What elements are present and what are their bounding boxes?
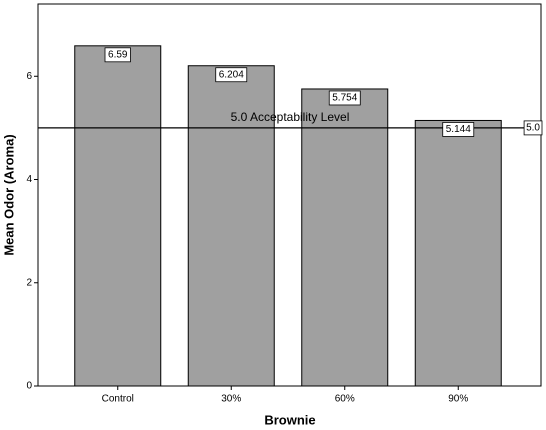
y-tick-label: 6: [26, 71, 32, 82]
x-tick-label: 30%: [221, 394, 241, 405]
bar: [74, 45, 162, 387]
x-tick-label: 90%: [448, 394, 468, 405]
value-label: 5.144: [446, 124, 471, 135]
bar: [301, 88, 389, 387]
value-label-box: [104, 47, 131, 63]
bar: [414, 119, 502, 387]
value-label: 6.59: [108, 49, 128, 60]
value-label: 6.204: [219, 69, 244, 80]
reference-label: 5.0: [526, 123, 540, 134]
value-label: 5.754: [332, 93, 357, 104]
reference-annotation: 5.0 Acceptability Level: [231, 110, 350, 124]
reference-label-box: [523, 120, 543, 136]
y-tick-label: 4: [26, 174, 32, 185]
y-axis-title: Mean Odor (Aroma): [1, 134, 16, 255]
value-label-box: [442, 122, 475, 137]
x-tick-label: 60%: [335, 394, 355, 405]
value-label-box: [215, 67, 248, 83]
y-tick-label: 0: [26, 381, 32, 392]
y-tick-label: 2: [26, 277, 32, 288]
x-tick-label: Control: [102, 394, 134, 405]
x-axis-title: Brownie: [264, 412, 315, 427]
value-label-box: [328, 90, 361, 106]
bar: [187, 65, 275, 387]
